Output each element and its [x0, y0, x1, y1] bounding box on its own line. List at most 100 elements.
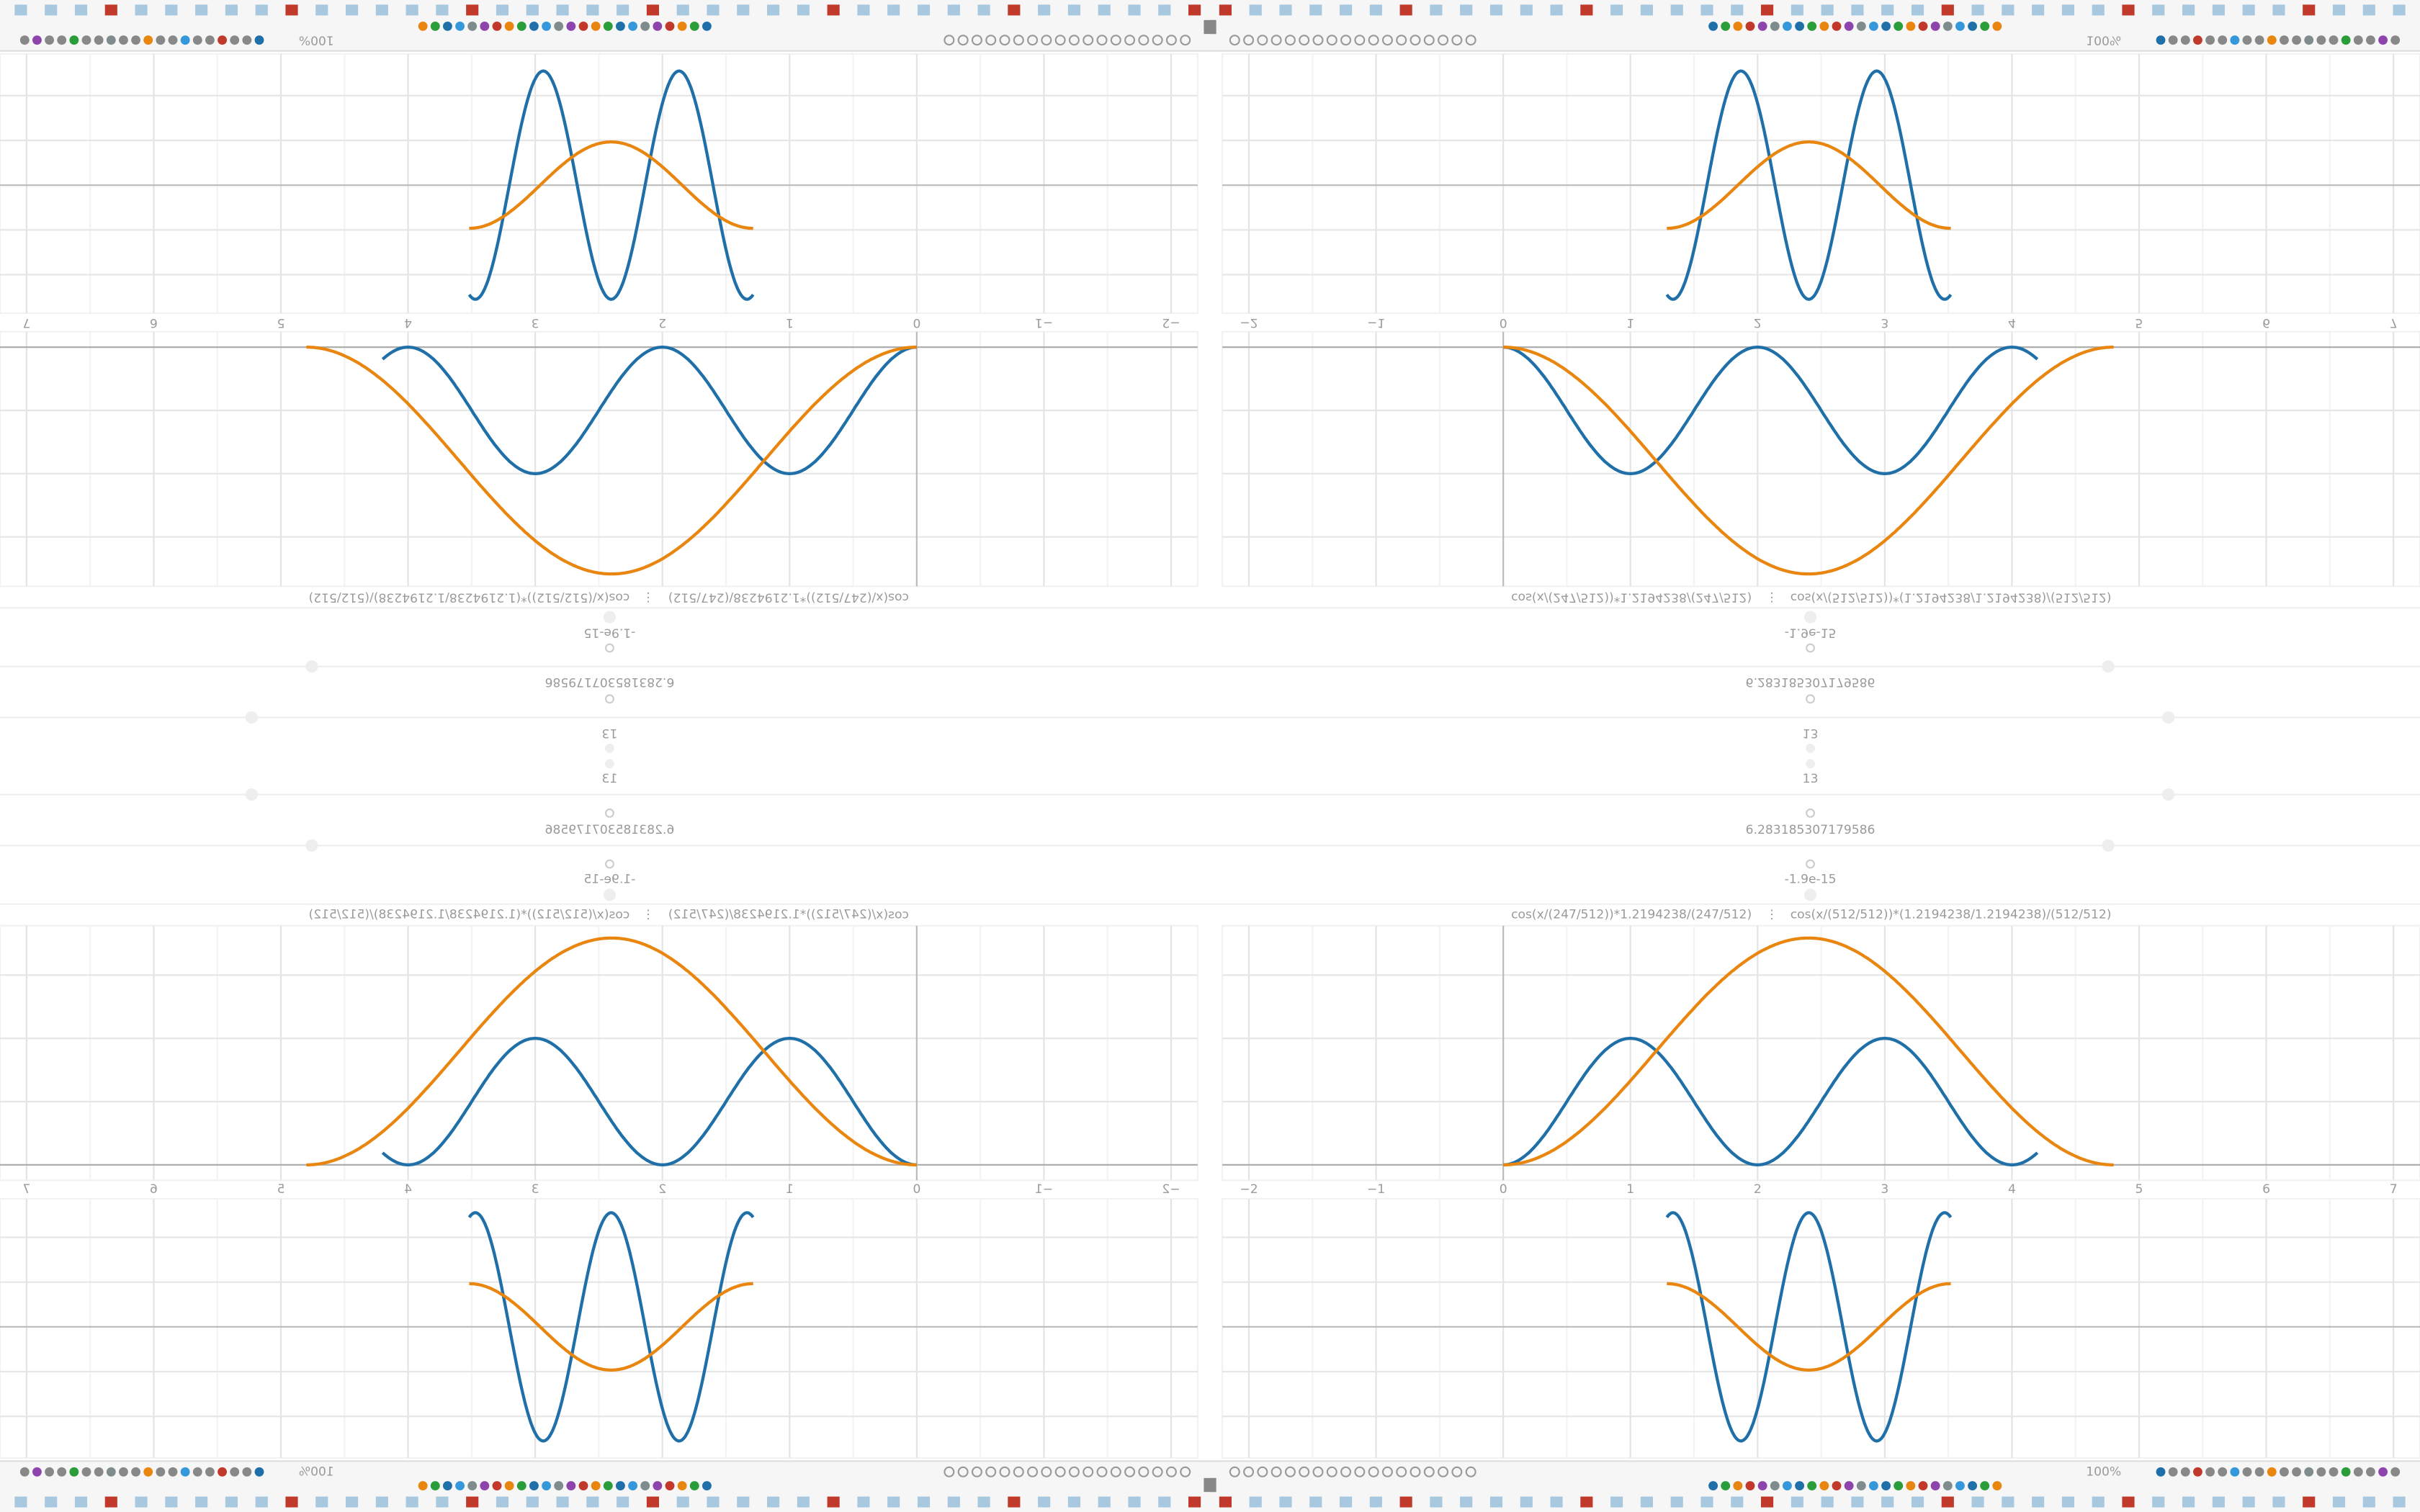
- tab[interactable]: [1731, 1496, 1744, 1508]
- tab[interactable]: [225, 4, 238, 16]
- tool-button[interactable]: [242, 1467, 252, 1477]
- formula[interactable]: cos(x/(512/512))*(1.2194238/1.2194238)/(…: [1791, 590, 2112, 604]
- tool-button[interactable]: [1368, 35, 1379, 46]
- tool-button[interactable]: [131, 1467, 140, 1477]
- tab[interactable]: [466, 1496, 479, 1508]
- tool-button[interactable]: [1980, 22, 1990, 31]
- tool-button[interactable]: [1257, 1466, 1268, 1477]
- tool-button[interactable]: [2230, 1467, 2240, 1477]
- tab[interactable]: [797, 1496, 810, 1508]
- tool-button[interactable]: [957, 1466, 969, 1477]
- tool-button[interactable]: [529, 22, 539, 31]
- tab[interactable]: [1008, 4, 1021, 16]
- formula[interactable]: cos(x/(247/512))*1.2194238/(247/512): [668, 908, 909, 922]
- tool-button[interactable]: [2180, 35, 2190, 45]
- tool-button[interactable]: [1083, 1466, 1094, 1477]
- tab[interactable]: [1158, 1496, 1171, 1508]
- tool-button[interactable]: [32, 35, 42, 45]
- tab[interactable]: [676, 1496, 689, 1508]
- tool-button[interactable]: [1396, 35, 1407, 46]
- slider-handle[interactable]: [605, 759, 614, 769]
- tab[interactable]: [2303, 4, 2316, 16]
- tool-button[interactable]: [2267, 1467, 2277, 1477]
- tool-button[interactable]: [516, 1481, 526, 1490]
- tab[interactable]: [1911, 1496, 1924, 1508]
- tab[interactable]: [2152, 1496, 2165, 1508]
- tool-button[interactable]: [480, 22, 490, 31]
- slider-handle[interactable]: [245, 711, 258, 724]
- tool-button[interactable]: [1423, 1466, 1435, 1477]
- tool-button[interactable]: [205, 1467, 215, 1477]
- tab[interactable]: [1550, 1496, 1563, 1508]
- tab[interactable]: [1460, 4, 1473, 16]
- period-field[interactable]: 6.283185307179586: [545, 823, 675, 837]
- tab[interactable]: [1580, 1496, 1593, 1508]
- tool-button[interactable]: [1096, 1466, 1108, 1477]
- slider-handle[interactable]: [305, 839, 318, 852]
- tab[interactable]: [947, 4, 960, 16]
- tool-button[interactable]: [1465, 35, 1476, 46]
- tab[interactable]: [2152, 4, 2165, 16]
- tab[interactable]: [2393, 1496, 2406, 1508]
- tool-button[interactable]: [603, 22, 613, 31]
- tab[interactable]: [827, 1496, 840, 1508]
- tool-button[interactable]: [1083, 35, 1094, 46]
- tab[interactable]: [1700, 1496, 1713, 1508]
- tool-button[interactable]: [2378, 1467, 2388, 1477]
- tab[interactable]: [1369, 1496, 1382, 1508]
- tool-button[interactable]: [702, 1481, 712, 1490]
- slider-handle[interactable]: [1806, 759, 1815, 769]
- tool-button[interactable]: [1068, 35, 1080, 46]
- tab[interactable]: [2092, 4, 2105, 16]
- tool-button[interactable]: [1299, 1466, 1310, 1477]
- tool-button[interactable]: [1284, 35, 1296, 46]
- tab[interactable]: [135, 4, 148, 16]
- tab[interactable]: [2032, 4, 2045, 16]
- tool-button[interactable]: [230, 1467, 240, 1477]
- tab[interactable]: [1881, 4, 1894, 16]
- tool-button[interactable]: [1041, 1466, 1052, 1477]
- tool-button[interactable]: [2304, 1467, 2314, 1477]
- tool-button[interactable]: [1027, 35, 1039, 46]
- tab[interactable]: [346, 4, 359, 16]
- tab[interactable]: [1067, 1496, 1080, 1508]
- tab[interactable]: [195, 1496, 208, 1508]
- tool-button[interactable]: [106, 35, 116, 45]
- tool-button[interactable]: [985, 1466, 997, 1477]
- tool-button[interactable]: [1980, 1481, 1990, 1490]
- tool-button[interactable]: [504, 22, 514, 31]
- tool-button[interactable]: [1138, 1466, 1150, 1477]
- tool-button[interactable]: [1054, 1466, 1066, 1477]
- tool-button[interactable]: [1410, 35, 1421, 46]
- tool-button[interactable]: [1438, 1466, 1449, 1477]
- tool-button[interactable]: [1832, 1481, 1842, 1490]
- tool-button[interactable]: [1942, 22, 1953, 31]
- tool-button[interactable]: [944, 35, 955, 46]
- tool-button[interactable]: [516, 22, 526, 31]
- tool-button[interactable]: [971, 35, 982, 46]
- tab[interactable]: [1791, 1496, 1803, 1508]
- tool-button[interactable]: [1110, 1466, 1121, 1477]
- tool-button[interactable]: [430, 22, 440, 31]
- tool-button[interactable]: [1368, 1466, 1379, 1477]
- tab[interactable]: [1731, 4, 1744, 16]
- tab[interactable]: [617, 4, 629, 16]
- tab[interactable]: [1219, 4, 1232, 16]
- tool-button[interactable]: [1229, 35, 1240, 46]
- tab[interactable]: [1098, 1496, 1111, 1508]
- tab[interactable]: [1430, 4, 1443, 16]
- tool-button[interactable]: [19, 35, 30, 45]
- tool-button[interactable]: [1138, 35, 1150, 46]
- tool-button[interactable]: [2378, 35, 2388, 45]
- tool-button[interactable]: [32, 1467, 42, 1477]
- tab[interactable]: [375, 1496, 388, 1508]
- tab[interactable]: [586, 4, 599, 16]
- tool-button[interactable]: [143, 35, 153, 45]
- slider-handle[interactable]: [2162, 711, 2175, 724]
- tool-button[interactable]: [1968, 1481, 1977, 1490]
- tool-button[interactable]: [529, 1481, 539, 1490]
- tab[interactable]: [737, 4, 750, 16]
- tool-button[interactable]: [2156, 1467, 2166, 1477]
- tab[interactable]: [1369, 4, 1382, 16]
- tool-button[interactable]: [578, 22, 588, 31]
